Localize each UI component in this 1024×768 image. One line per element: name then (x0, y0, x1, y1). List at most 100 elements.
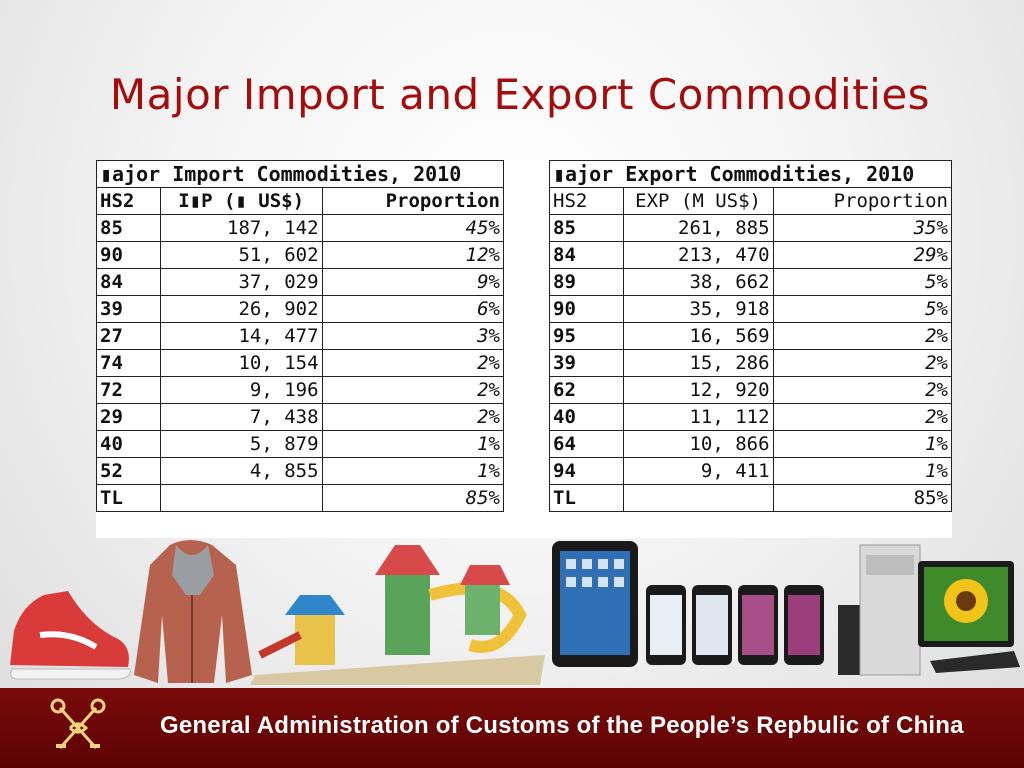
table-row: 84 213, 470 29% (549, 241, 953, 269)
table-row: 94 9, 411 1% (549, 457, 953, 485)
hs2-code-cell: 74 (96, 349, 161, 377)
hs2-code-cell: 84 (96, 268, 161, 296)
proportion-cell: 2% (772, 349, 953, 377)
hs2-code-cell: 90 (96, 241, 161, 269)
table-row: 84 37, 029 9% (96, 268, 505, 296)
table-row: 64 10, 866 1% (549, 430, 953, 458)
column-header: HS2 (96, 187, 161, 215)
column-header: HS2 (549, 187, 624, 215)
hs2-code-cell: 52 (96, 457, 161, 485)
hs2-code-cell: 90 (549, 295, 624, 323)
table-row: 89 38, 662 5% (549, 268, 953, 296)
hs2-code-cell: TL (549, 484, 624, 512)
value-cell: 12, 920 (622, 376, 774, 404)
value-cell (622, 484, 774, 512)
table-row: 85 261, 885 35% (549, 214, 953, 242)
hs2-code-cell: TL (96, 484, 161, 512)
proportion-cell: 2% (321, 376, 505, 404)
proportion-cell: 85% (321, 484, 505, 512)
hs2-code-cell: 89 (549, 268, 624, 296)
customs-emblem-icon (50, 698, 106, 750)
value-cell: 213, 470 (622, 241, 774, 269)
table-row: 72 9, 196 2% (96, 376, 505, 404)
value-cell (159, 484, 323, 512)
column-header: Proportion (772, 187, 953, 215)
value-cell: 15, 286 (622, 349, 774, 377)
proportion-cell: 45% (321, 214, 505, 242)
proportion-cell: 5% (772, 268, 953, 296)
value-cell: 7, 438 (159, 403, 323, 431)
proportion-cell: 2% (321, 403, 505, 431)
proportion-cell: 2% (772, 403, 953, 431)
playground-icon (250, 545, 545, 685)
value-cell: 51, 602 (159, 241, 323, 269)
footer-bar: General Administration of Customs of the… (0, 688, 1024, 768)
table-row: 90 51, 602 12% (96, 241, 505, 269)
table-row: 52 4, 855 1% (96, 457, 505, 485)
hs2-code-cell: 85 (96, 214, 161, 242)
value-cell: 187, 142 (159, 214, 323, 242)
desktop-computer-icon (838, 544, 1020, 676)
table-row: TL 85% (549, 484, 953, 512)
slide-title: Major Import and Export Commodities (109, 70, 931, 119)
coat-icon (134, 540, 252, 683)
value-cell: 5, 879 (159, 430, 323, 458)
proportion-cell: 35% (772, 214, 953, 242)
table-row: 39 15, 286 2% (549, 349, 953, 377)
table-row: 40 5, 879 1% (96, 430, 505, 458)
value-cell: 261, 885 (622, 214, 774, 242)
table-row: 85 187, 142 45% (96, 214, 505, 242)
hs2-code-cell: 40 (549, 403, 624, 431)
proportion-cell: 2% (772, 322, 953, 350)
table-row: 39 26, 902 6% (96, 295, 505, 323)
table-row: 90 35, 918 5% (549, 295, 953, 323)
table-row: TL 85% (96, 484, 505, 512)
value-cell: 10, 866 (622, 430, 774, 458)
hs2-code-cell: 39 (96, 295, 161, 323)
value-cell: 10, 154 (159, 349, 323, 377)
hs2-code-cell: 64 (549, 430, 624, 458)
proportion-cell: 9% (321, 268, 505, 296)
value-cell: 35, 918 (622, 295, 774, 323)
product-illustrations (10, 540, 1020, 685)
table-row: 40 11, 112 2% (549, 403, 953, 431)
proportion-cell: 2% (772, 376, 953, 404)
tablet-icon (552, 541, 638, 667)
table-row: 74 10, 154 2% (96, 349, 505, 377)
footer-organization-name: General Administration of Customs of the… (160, 712, 964, 739)
commodity-tables: ▮ajor Import Commodities, 2010 HS2 I▮P (▮ … (96, 160, 953, 538)
value-cell: 38, 662 (622, 268, 774, 296)
value-cell: 16, 569 (622, 322, 774, 350)
hs2-code-cell: 84 (549, 241, 624, 269)
proportion-cell: 1% (772, 457, 953, 485)
import-table: ▮ajor Import Commodities, 2010 HS2 I▮P (▮ … (96, 160, 505, 512)
table-row: 29 7, 438 2% (96, 403, 505, 431)
hs2-code-cell: 85 (549, 214, 624, 242)
hs2-code-cell: 72 (96, 376, 161, 404)
value-cell: 9, 196 (159, 376, 323, 404)
hs2-code-cell: 62 (549, 376, 624, 404)
table-row: 95 16, 569 2% (549, 322, 953, 350)
column-header: Proportion (321, 187, 505, 215)
export-table: ▮ajor Export Commodities, 2010 HS2 EXP (M … (549, 160, 953, 512)
value-cell: 9, 411 (622, 457, 774, 485)
hs2-code-cell: 27 (96, 322, 161, 350)
proportion-cell: 12% (321, 241, 505, 269)
table-caption: ▮ajor Export Commodities, 2010 (549, 160, 952, 188)
hs2-code-cell: 39 (549, 349, 624, 377)
value-cell: 14, 477 (159, 322, 323, 350)
table-row: 62 12, 920 2% (549, 376, 953, 404)
proportion-cell: 29% (772, 241, 953, 269)
proportion-cell: 1% (321, 457, 505, 485)
hs2-code-cell: 94 (549, 457, 624, 485)
table-caption: ▮ajor Import Commodities, 2010 (96, 160, 504, 188)
value-cell: 4, 855 (159, 457, 323, 485)
value-cell: 37, 029 (159, 268, 323, 296)
proportion-cell: 85% (772, 484, 953, 512)
value-cell: 11, 112 (622, 403, 774, 431)
table-row: 27 14, 477 3% (96, 322, 505, 350)
proportion-cell: 1% (321, 430, 505, 458)
smartphones-icon (646, 585, 824, 665)
value-cell: 26, 902 (159, 295, 323, 323)
hs2-code-cell: 95 (549, 322, 624, 350)
